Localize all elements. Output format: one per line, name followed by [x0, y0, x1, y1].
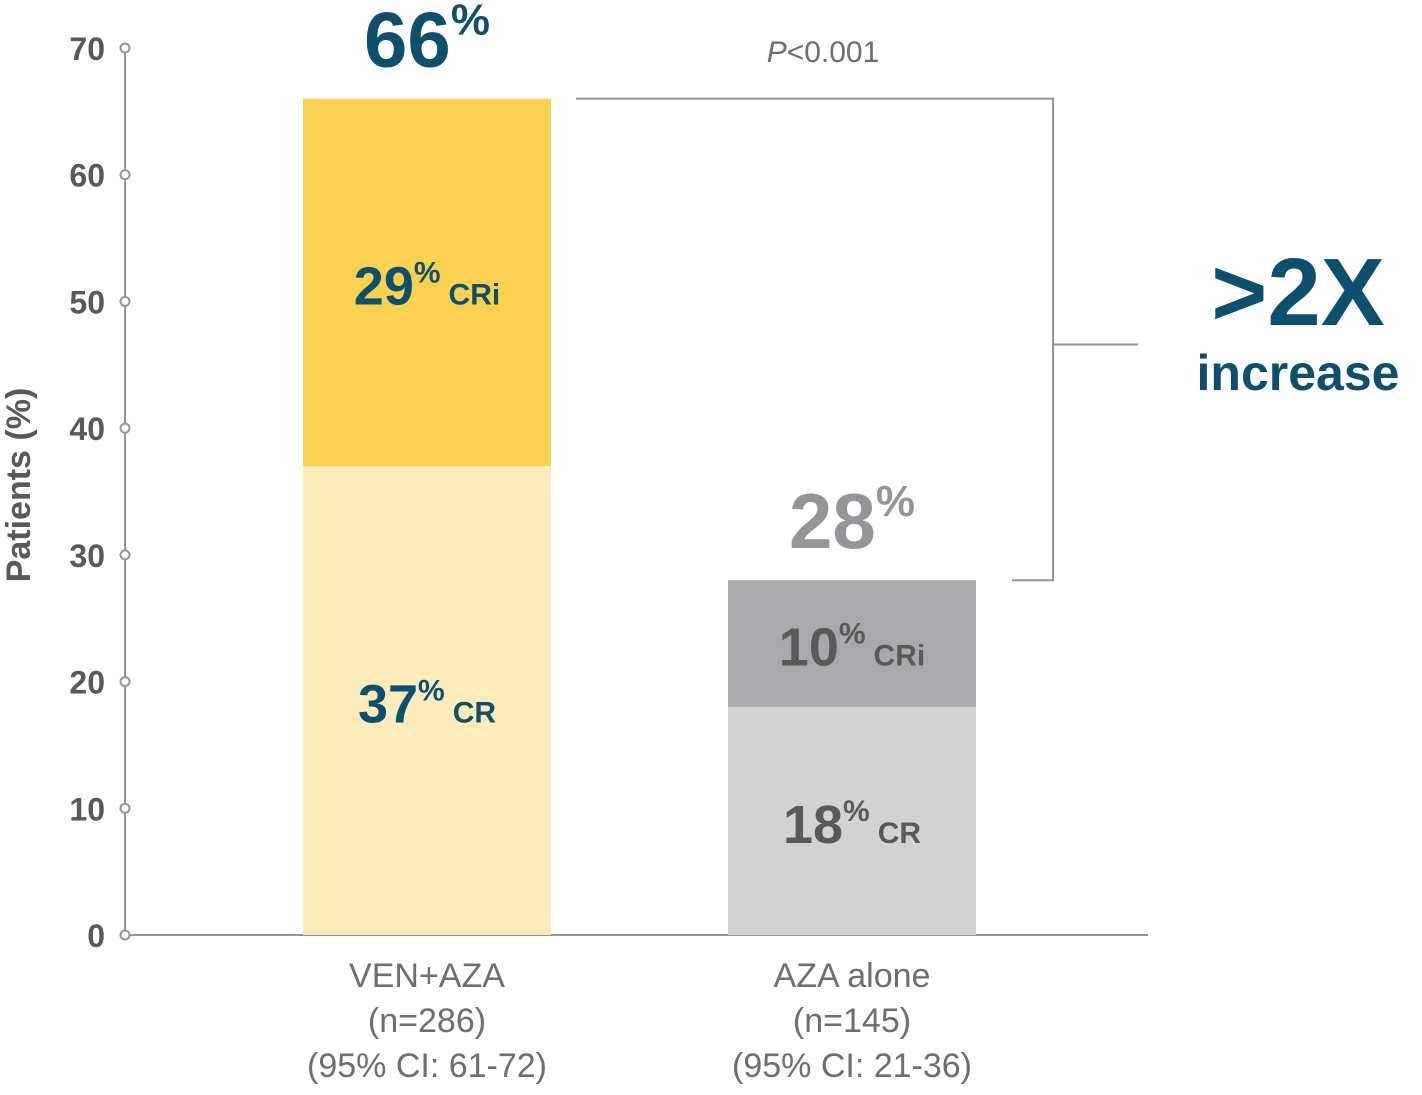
x-category-ci: (95% CI: 21-36) — [732, 1047, 972, 1085]
p-value-text: <0.001 — [787, 36, 880, 69]
p-value-italic: P — [767, 36, 787, 69]
y-tick-marker — [119, 295, 131, 307]
y-tick-marker — [119, 42, 131, 54]
x-category-n: (n=286) — [368, 1002, 486, 1040]
increase-multiplier: >2X — [1211, 239, 1384, 346]
y-tick-marker — [119, 549, 131, 561]
x-category-label: AZA alone — [774, 957, 931, 995]
bar-segment-cr — [728, 706, 976, 935]
bracket-line — [576, 97, 1054, 582]
total-label: 66% — [364, 0, 490, 84]
x-category-ci: (95% CI: 61-72) — [307, 1047, 547, 1085]
y-tick-label: 0 — [87, 918, 105, 954]
p-value-annotation: P<0.001 — [767, 36, 880, 69]
y-tick-label: 10 — [69, 791, 105, 827]
x-category-n: (n=145) — [793, 1002, 911, 1040]
y-tick-marker — [119, 929, 131, 941]
axis: 0 10 20 30 40 50 60 70 — [69, 31, 1148, 954]
y-tick-marker — [119, 676, 131, 688]
y-tick-label: 50 — [69, 284, 105, 320]
bar-labels: 37%CR 29%CRi 66% VEN+AZA (n=286) (95% CI: 61-… — [307, 0, 972, 1085]
bars — [303, 98, 976, 935]
bar-segment-cri — [303, 98, 551, 467]
segment-label: 10%CRi — [779, 618, 925, 678]
total-label: 28% — [789, 477, 915, 565]
y-tick-label: 40 — [69, 411, 105, 447]
increase-word: increase — [1197, 345, 1400, 401]
y-tick-label: 20 — [69, 665, 105, 701]
y-tick-label: 60 — [69, 158, 105, 194]
y-tick-marker — [119, 802, 131, 814]
comparison-bracket — [576, 97, 1138, 582]
segment-label: 18%CR — [783, 795, 921, 855]
bar-segment-cri — [728, 580, 976, 707]
y-tick-label: 30 — [69, 538, 105, 574]
y-axis-label: Patients (%) — [0, 388, 38, 583]
x-category-label: VEN+AZA — [349, 957, 505, 995]
bar-segment-cr — [303, 466, 551, 935]
segment-label: 29%CRi — [354, 256, 500, 316]
y-tick-label: 70 — [69, 31, 105, 67]
segment-label: 37%CR — [358, 675, 496, 735]
y-tick-marker — [119, 169, 131, 181]
y-tick-marker — [119, 422, 131, 434]
